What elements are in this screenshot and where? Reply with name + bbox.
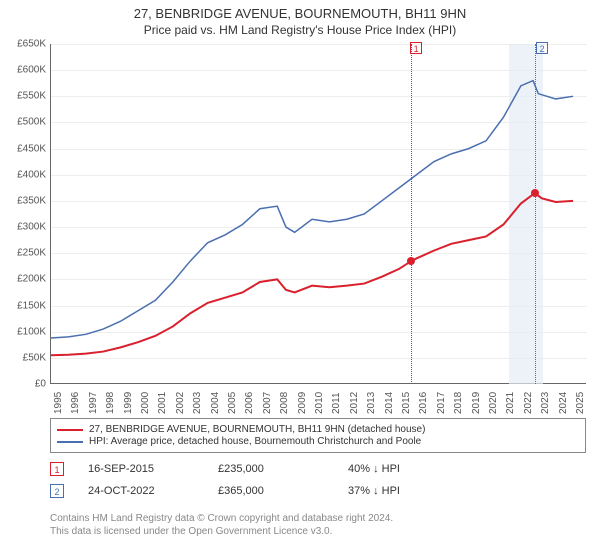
xtick-label: 2006	[244, 392, 255, 414]
data-row-change: 37% ↓ HPI	[348, 485, 478, 497]
sale-point	[531, 189, 539, 197]
ytick-label: £250K	[17, 248, 46, 259]
ytick-label: £100K	[17, 326, 46, 337]
ytick-label: £400K	[17, 169, 46, 180]
ytick-label: £600K	[17, 65, 46, 76]
data-row: 2 24-OCT-2022£365,00037% ↓ HPI	[50, 480, 586, 502]
legend-row-property: 27, BENBRIDGE AVENUE, BOURNEMOUTH, BH11 …	[57, 424, 579, 435]
xtick-label: 2005	[227, 392, 238, 414]
xtick-label: 2020	[488, 392, 499, 414]
xtick-label: 2004	[210, 392, 221, 414]
xtick-label: 2003	[192, 392, 203, 414]
chart-area: 12 £0£50K£100K£150K£200K£250K£300K£350K£…	[50, 44, 586, 384]
series-line	[51, 81, 573, 338]
data-row-date: 16-SEP-2015	[88, 463, 218, 475]
title-block: 27, BENBRIDGE AVENUE, BOURNEMOUTH, BH11 …	[0, 0, 600, 37]
xtick-label: 2012	[349, 392, 360, 414]
xtick-label: 2007	[262, 392, 273, 414]
footer-line1: Contains HM Land Registry data © Crown c…	[50, 512, 586, 525]
ytick-label: £650K	[17, 39, 46, 50]
ytick-label: £500K	[17, 117, 46, 128]
xtick-label: 1999	[123, 392, 134, 414]
legend-row-hpi: HPI: Average price, detached house, Bour…	[57, 436, 579, 447]
plot-region: 12	[50, 44, 586, 384]
footer-line2: This data is licensed under the Open Gov…	[50, 525, 586, 538]
sale-point	[407, 257, 415, 265]
legend-label-hpi: HPI: Average price, detached house, Bour…	[89, 436, 421, 447]
ytick-label: £350K	[17, 195, 46, 206]
xtick-label: 2022	[523, 392, 534, 414]
data-row-date: 24-OCT-2022	[88, 485, 218, 497]
xtick-label: 2010	[314, 392, 325, 414]
series-line	[51, 193, 573, 355]
footer: Contains HM Land Registry data © Crown c…	[50, 512, 586, 538]
xtick-label: 1995	[53, 392, 64, 414]
xtick-label: 2016	[418, 392, 429, 414]
ytick-label: £450K	[17, 143, 46, 154]
xtick-label: 2013	[366, 392, 377, 414]
data-row-price: £365,000	[218, 485, 348, 497]
chart-subtitle: Price paid vs. HM Land Registry's House …	[0, 23, 600, 37]
xtick-label: 2001	[157, 392, 168, 414]
data-row-marker: 2	[50, 484, 64, 498]
xtick-label: 2023	[540, 392, 551, 414]
xtick-label: 2015	[401, 392, 412, 414]
xtick-label: 2011	[331, 392, 342, 414]
ytick-label: £150K	[17, 300, 46, 311]
xtick-label: 2019	[471, 392, 482, 414]
data-row: 1 16-SEP-2015£235,00040% ↓ HPI	[50, 458, 586, 480]
chart-container: 27, BENBRIDGE AVENUE, BOURNEMOUTH, BH11 …	[0, 0, 600, 560]
xtick-label: 2017	[436, 392, 447, 414]
data-row-price: £235,000	[218, 463, 348, 475]
ytick-label: £50K	[23, 352, 46, 363]
xtick-label: 2008	[279, 392, 290, 414]
xtick-label: 2014	[384, 392, 395, 414]
data-row-marker: 1	[50, 462, 64, 476]
xtick-label: 2018	[453, 392, 464, 414]
xtick-label: 2000	[140, 392, 151, 414]
ytick-label: £550K	[17, 91, 46, 102]
ytick-label: £200K	[17, 274, 46, 285]
legend-swatch-hpi	[57, 441, 83, 443]
sale-marker-1: 1	[410, 42, 422, 54]
xtick-label: 2024	[558, 392, 569, 414]
data-row-change: 40% ↓ HPI	[348, 463, 478, 475]
legend: 27, BENBRIDGE AVENUE, BOURNEMOUTH, BH11 …	[50, 418, 586, 453]
sale-marker-2: 2	[536, 42, 548, 54]
legend-label-property: 27, BENBRIDGE AVENUE, BOURNEMOUTH, BH11 …	[89, 424, 425, 435]
ytick-label: £300K	[17, 222, 46, 233]
xtick-label: 1998	[105, 392, 116, 414]
xtick-label: 1996	[70, 392, 81, 414]
chart-title: 27, BENBRIDGE AVENUE, BOURNEMOUTH, BH11 …	[0, 6, 600, 21]
sale-data-table: 1 16-SEP-2015£235,00040% ↓ HPI 2 24-OCT-202…	[50, 458, 586, 502]
xtick-label: 2025	[575, 392, 586, 414]
xtick-label: 1997	[88, 392, 99, 414]
lines-svg	[51, 44, 587, 384]
ytick-label: £0	[35, 379, 46, 390]
legend-swatch-property	[57, 429, 83, 431]
xtick-label: 2021	[505, 392, 516, 414]
xtick-label: 2002	[175, 392, 186, 414]
xtick-label: 2009	[297, 392, 308, 414]
